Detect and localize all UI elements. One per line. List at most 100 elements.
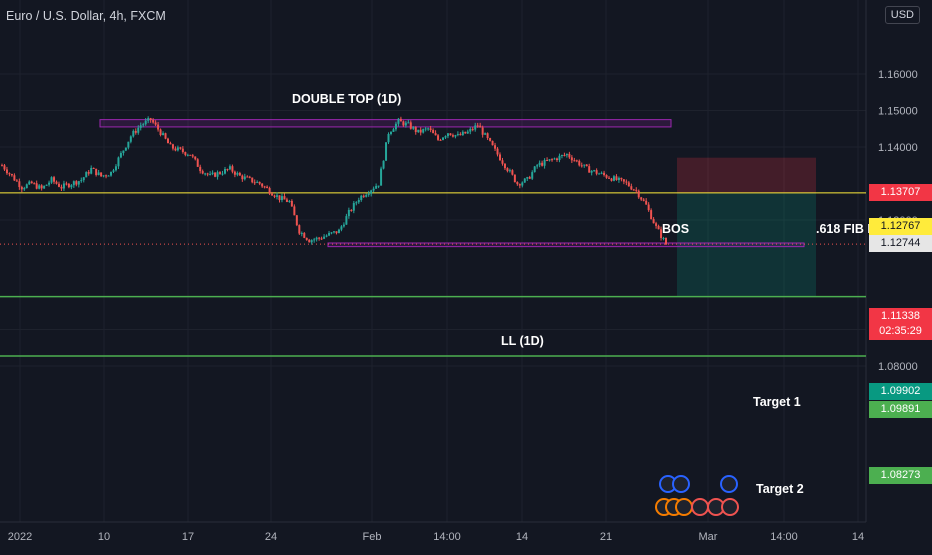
- candle-body: [446, 133, 449, 137]
- candle-body: [35, 183, 38, 189]
- candle-body: [45, 184, 48, 186]
- candle-body: [370, 190, 373, 194]
- candle-body: [238, 172, 241, 176]
- candle-body: [546, 159, 549, 161]
- candle-body: [154, 122, 157, 125]
- candle-body: [20, 187, 23, 190]
- x-tick-label: Feb: [363, 531, 382, 543]
- candle-body: [481, 127, 484, 135]
- candle-body: [320, 238, 323, 240]
- candle-body: [541, 162, 544, 166]
- candle-body: [209, 173, 212, 175]
- candle-body: [149, 118, 152, 120]
- candle-body: [333, 231, 335, 233]
- candle-body: [615, 176, 618, 180]
- candle-body: [162, 133, 165, 136]
- candle-body: [298, 225, 301, 234]
- candle-body: [300, 233, 303, 235]
- candle-body: [13, 175, 16, 181]
- candle-body: [409, 122, 412, 129]
- candle-body: [285, 199, 288, 202]
- candle-body: [642, 199, 645, 201]
- candle-body: [171, 144, 174, 149]
- candle-body: [70, 185, 73, 188]
- candle-body: [75, 181, 78, 185]
- candle-body: [263, 186, 266, 188]
- candle-body: [516, 182, 519, 185]
- y-tick-label: 1.15000: [878, 106, 918, 118]
- candle-body: [536, 165, 539, 167]
- candle-body: [459, 134, 462, 136]
- candle-body: [216, 172, 219, 177]
- candle-body: [261, 183, 264, 187]
- candle-body: [588, 166, 591, 173]
- entry-price-label: 1.12744: [869, 235, 932, 252]
- candle-body: [419, 129, 422, 133]
- candle-body: [382, 160, 385, 169]
- candle-body: [15, 180, 18, 182]
- candle-body: [551, 159, 554, 161]
- candle-body: [65, 183, 68, 185]
- candle-body: [645, 200, 648, 205]
- candle-body: [231, 166, 234, 172]
- candle-body: [124, 147, 127, 151]
- candle-body: [521, 182, 524, 186]
- fib-label: .618 FIB L: [816, 222, 876, 236]
- double-top-label: DOUBLE TOP (1D): [292, 92, 402, 106]
- candle-body: [501, 160, 504, 164]
- candle-body: [612, 176, 615, 181]
- candle-body: [147, 118, 150, 121]
- currency-button[interactable]: USD: [884, 6, 920, 24]
- candle-body: [60, 186, 63, 189]
- candle-body: [1, 165, 3, 167]
- candle-body: [337, 229, 340, 234]
- candle-body: [531, 172, 534, 179]
- candle-body: [122, 150, 125, 154]
- candle-body: [412, 127, 415, 129]
- candle-body: [439, 139, 442, 141]
- candle-body: [228, 166, 231, 170]
- candle-body: [80, 180, 83, 182]
- candle-body: [313, 239, 316, 241]
- candle-body: [632, 189, 635, 191]
- candle-body: [273, 195, 276, 197]
- candle-body: [533, 166, 536, 173]
- x-tick-label: 24: [265, 531, 277, 543]
- candle-body: [48, 182, 51, 185]
- candle-body: [471, 128, 474, 130]
- candle-body: [350, 209, 353, 211]
- candle-body: [528, 177, 531, 179]
- candle-body: [526, 177, 529, 179]
- candle-body: [40, 185, 43, 189]
- candle-body: [167, 138, 169, 144]
- candle-body: [657, 225, 660, 230]
- candle-body: [77, 181, 80, 185]
- candle-body: [276, 195, 279, 197]
- candle-body: [432, 130, 435, 134]
- candle-body: [325, 235, 328, 237]
- candle-body: [389, 131, 392, 134]
- x-tick-label: 2022: [8, 531, 32, 543]
- candle-body: [85, 172, 88, 178]
- candle-body: [499, 154, 501, 161]
- candle-body: [328, 232, 331, 236]
- candle-body: [444, 136, 447, 138]
- candle-body: [181, 148, 184, 153]
- candle-body: [251, 177, 254, 183]
- candle-body: [568, 153, 571, 158]
- candle-body: [271, 193, 274, 196]
- candle-body: [233, 171, 236, 175]
- double-top-zone: [99, 119, 672, 128]
- x-tick-label: 14:00: [770, 531, 798, 543]
- candle-body: [30, 181, 33, 184]
- candle-body: [97, 172, 100, 175]
- countdown-label: 02:35:29: [869, 323, 932, 340]
- candle-body: [92, 167, 95, 169]
- candle-body: [575, 160, 578, 162]
- candle-body: [53, 177, 56, 182]
- take-profit-zone: [677, 192, 816, 297]
- candle-body: [558, 155, 561, 161]
- candle-body: [464, 131, 467, 134]
